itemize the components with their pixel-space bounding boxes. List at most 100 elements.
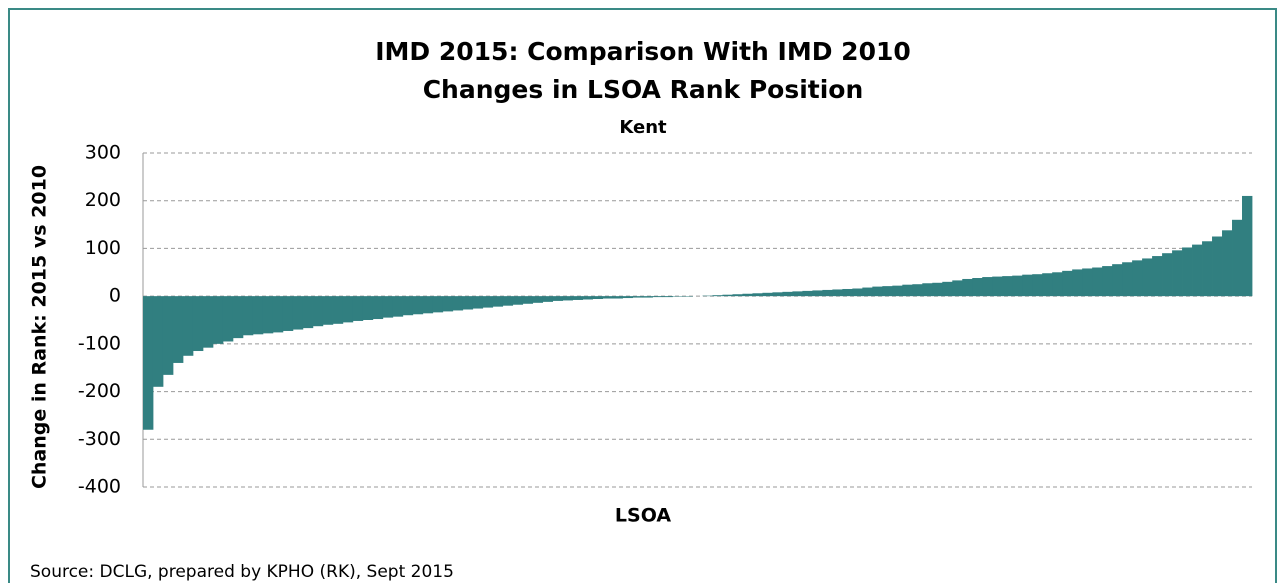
y-tick-label: 100 bbox=[85, 237, 121, 259]
bar bbox=[633, 296, 643, 297]
bar bbox=[962, 279, 972, 296]
bar bbox=[852, 289, 862, 297]
bar bbox=[902, 285, 912, 296]
bar bbox=[403, 296, 413, 315]
bar bbox=[802, 291, 812, 296]
bar bbox=[862, 288, 872, 297]
y-tick-label: -300 bbox=[78, 428, 121, 450]
bar bbox=[513, 296, 523, 305]
bar bbox=[812, 290, 822, 296]
bar bbox=[463, 296, 473, 309]
y-tick-label: -400 bbox=[78, 476, 121, 498]
bar bbox=[1112, 264, 1122, 296]
bar bbox=[772, 292, 782, 296]
bar bbox=[942, 282, 952, 296]
bar bbox=[1072, 269, 1082, 296]
bar bbox=[1102, 266, 1112, 296]
bar bbox=[263, 296, 273, 333]
bar bbox=[483, 296, 493, 307]
bar bbox=[882, 286, 892, 296]
bar bbox=[1202, 241, 1212, 296]
bar bbox=[503, 296, 513, 306]
bar bbox=[712, 295, 722, 296]
bar bbox=[1022, 275, 1032, 296]
bar bbox=[1172, 250, 1182, 296]
bar bbox=[872, 287, 882, 297]
y-tick-label: -200 bbox=[78, 380, 121, 402]
bar bbox=[613, 296, 623, 298]
bar bbox=[1052, 272, 1062, 296]
bar bbox=[203, 296, 213, 348]
bar bbox=[453, 296, 463, 310]
bar bbox=[1122, 262, 1132, 296]
bar bbox=[183, 296, 193, 356]
bar bbox=[732, 294, 742, 296]
bar bbox=[193, 296, 203, 351]
chart-title: Changes in LSOA Rank Position bbox=[423, 75, 864, 104]
bar bbox=[223, 296, 233, 341]
bar bbox=[433, 296, 443, 312]
y-tick-label: 200 bbox=[85, 189, 121, 211]
bar bbox=[1142, 258, 1152, 296]
bar bbox=[1232, 220, 1242, 296]
bar bbox=[323, 296, 333, 325]
bar bbox=[383, 296, 393, 317]
bar bbox=[143, 296, 153, 430]
bar bbox=[273, 296, 283, 332]
bar bbox=[593, 296, 603, 299]
bar bbox=[1162, 253, 1172, 296]
bar bbox=[1192, 245, 1202, 297]
bar bbox=[533, 296, 543, 303]
bar bbox=[313, 296, 323, 326]
bar bbox=[1062, 271, 1072, 296]
chart-title: IMD 2015: Comparison With IMD 2010 bbox=[375, 37, 911, 66]
bar bbox=[623, 296, 633, 298]
bar bbox=[153, 296, 163, 387]
y-axis-title: Change in Rank: 2015 vs 2010 bbox=[29, 165, 51, 489]
bar bbox=[992, 277, 1002, 297]
source-note: Source: DCLG, prepared by KPHO (RK), Sep… bbox=[30, 562, 454, 582]
bar bbox=[1082, 268, 1092, 296]
bar bbox=[722, 295, 732, 296]
bar bbox=[922, 283, 932, 296]
bar bbox=[952, 280, 962, 296]
chart-subtitle: Kent bbox=[619, 117, 667, 138]
y-tick-label: 300 bbox=[85, 142, 121, 164]
bar bbox=[423, 296, 433, 313]
bar bbox=[1182, 247, 1192, 296]
bar bbox=[333, 296, 343, 324]
bar bbox=[563, 296, 573, 300]
bar bbox=[663, 296, 673, 297]
bar bbox=[373, 296, 383, 319]
bar bbox=[583, 296, 593, 299]
bar bbox=[213, 296, 223, 344]
bar bbox=[653, 296, 663, 297]
bar bbox=[832, 289, 842, 296]
bar bbox=[782, 292, 792, 296]
bar bbox=[573, 296, 583, 300]
bar bbox=[163, 296, 173, 375]
bar bbox=[173, 296, 183, 363]
bar bbox=[982, 277, 992, 296]
bar bbox=[1092, 268, 1102, 297]
bar bbox=[762, 293, 772, 296]
bar bbox=[243, 296, 253, 335]
bar bbox=[1152, 256, 1162, 296]
bar bbox=[473, 296, 483, 308]
bar bbox=[603, 296, 613, 298]
bar bbox=[283, 296, 293, 331]
y-tick-label: -100 bbox=[78, 332, 121, 354]
bar bbox=[443, 296, 453, 311]
bar bbox=[643, 296, 653, 297]
bar bbox=[253, 296, 263, 334]
bar bbox=[363, 296, 373, 320]
bar bbox=[1242, 196, 1252, 296]
bar bbox=[553, 296, 563, 301]
bar bbox=[932, 283, 942, 296]
bar bbox=[1012, 276, 1022, 297]
x-axis-title: LSOA bbox=[615, 505, 671, 527]
bar bbox=[842, 289, 852, 296]
bar bbox=[792, 291, 802, 296]
